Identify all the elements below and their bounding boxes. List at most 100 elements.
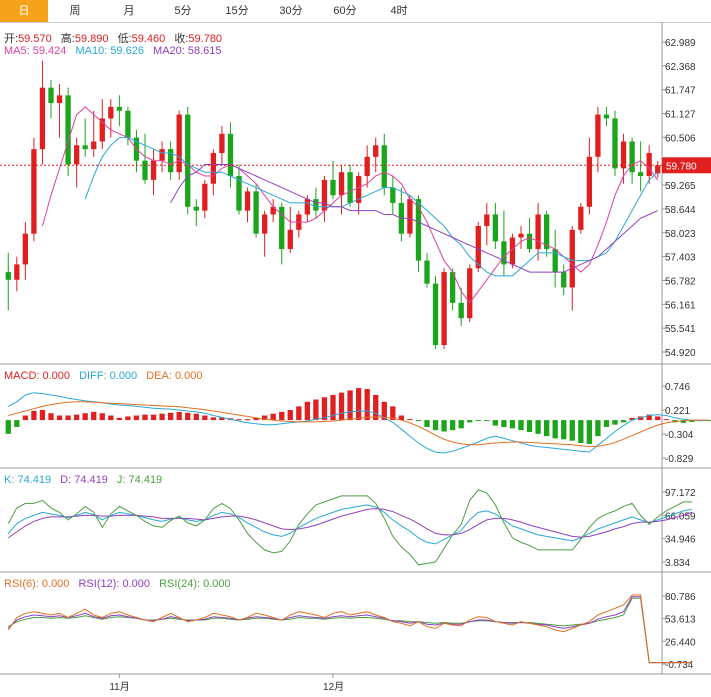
macd-bar	[185, 412, 191, 421]
y-tick-label: 61.747	[665, 86, 696, 97]
candle-body	[261, 214, 268, 234]
x-tick-label: 11月	[109, 681, 129, 693]
y-tick-label: -0.304	[665, 430, 694, 441]
macd-bar	[518, 420, 524, 431]
macd-bar	[236, 419, 242, 421]
candle-body	[176, 114, 182, 173]
candle-body	[390, 187, 396, 203]
tab-4[interactable]: 15分	[225, 5, 249, 17]
candle-body	[22, 233, 29, 265]
tab-5[interactable]: 30分	[279, 5, 303, 17]
candle-body	[543, 214, 550, 250]
k-value: K: 74.419	[4, 474, 52, 486]
macd-bar	[31, 410, 37, 421]
candle-body	[424, 260, 430, 284]
macd-bar	[432, 420, 439, 431]
candle-body	[629, 141, 635, 173]
macd-bar	[219, 417, 225, 421]
candle-body	[484, 214, 490, 226]
candle-body	[304, 199, 311, 215]
macd-bar	[680, 420, 687, 423]
tab-7[interactable]: 4时	[390, 5, 408, 17]
macd-bar	[253, 417, 259, 421]
candle-body	[364, 156, 370, 177]
y-tick-label: 34.946	[665, 535, 696, 546]
candle-body	[612, 118, 618, 169]
candle-body	[578, 206, 584, 230]
macd-bar	[116, 417, 123, 421]
macd-bar	[381, 401, 387, 421]
candle-body	[432, 283, 439, 346]
macd-bar	[552, 420, 558, 439]
candle-body	[458, 302, 464, 319]
candle-body	[492, 214, 499, 242]
tab-0[interactable]: 日	[0, 0, 48, 22]
macd-bar	[321, 397, 328, 421]
candle-body	[279, 206, 285, 250]
candle-body	[646, 152, 652, 177]
close-value: 59.780	[188, 33, 223, 45]
ma5-value: 59.424	[32, 45, 67, 57]
candle-body	[373, 145, 379, 157]
macd-bar	[14, 420, 20, 427]
open-label: 开:	[4, 33, 19, 45]
candle-body	[313, 199, 319, 211]
candle-body	[569, 229, 575, 288]
candle-body	[185, 114, 191, 207]
low-value: 59.460	[131, 33, 166, 45]
macd-bar	[424, 420, 430, 427]
candle-body	[142, 160, 148, 180]
macd-value: MACD: 0.000	[4, 370, 71, 382]
y-tick-label: -0.734	[665, 660, 694, 671]
period-tabs: 日 周 月 5分 15分 30分 60分 4时	[0, 0, 711, 23]
candle-body	[210, 152, 217, 184]
ma10-line	[84, 137, 659, 277]
tab-6[interactable]: 60分	[333, 5, 357, 17]
tab-1[interactable]: 周	[69, 5, 81, 17]
macd-bar	[176, 411, 182, 421]
y-tick-label: 62.989	[665, 38, 696, 49]
kdj-info: K: 74.419 D: 74.419 J: 74.419	[4, 474, 168, 486]
candle-body	[253, 191, 259, 234]
macd-bar	[99, 413, 105, 421]
macd-bar	[364, 389, 370, 421]
candle-body	[381, 145, 387, 188]
candle-body	[108, 106, 114, 119]
candle-body	[441, 272, 447, 346]
candle-body	[467, 268, 473, 319]
tab-3[interactable]: 5分	[174, 5, 192, 17]
macd-bar	[65, 415, 71, 421]
candle-body	[338, 172, 345, 196]
k-line	[7, 504, 692, 545]
ma10-label: MA10:	[75, 45, 111, 57]
y-tick-label: 55.541	[665, 324, 696, 335]
candle-body	[202, 183, 208, 211]
macd-bar	[689, 420, 695, 422]
macd-bar	[355, 388, 362, 421]
macd-bar	[663, 419, 669, 421]
high-label: 高:	[60, 33, 75, 45]
macd-bar	[492, 420, 499, 426]
dea-line	[8, 401, 709, 448]
y-tick-label: 66.059	[665, 511, 696, 522]
ma10-value: 59.626	[110, 45, 144, 57]
macd-bar	[202, 415, 208, 421]
macd-bar	[5, 420, 11, 434]
j-value: J: 74.419	[116, 474, 163, 486]
current-price-box	[662, 157, 711, 174]
macd-bar	[270, 413, 276, 421]
macd-bar	[646, 414, 652, 421]
candle-body	[116, 106, 123, 111]
high-value: 59.890	[74, 33, 109, 45]
macd-bar	[467, 420, 473, 423]
macd-bar	[133, 415, 140, 421]
macd-info: MACD: 0.000 DIFF: 0.000 DEA: 0.000	[4, 370, 209, 382]
macd-bar	[48, 413, 54, 421]
candle-body	[236, 176, 242, 211]
macd-bar	[484, 420, 490, 422]
ohlc-info: 开:59.570 高:59.890 低:59.460 收:59.780	[4, 30, 228, 46]
candle-body	[65, 95, 71, 165]
ma5-label: MA5:	[4, 45, 33, 57]
tab-2[interactable]: 月	[123, 5, 135, 17]
candle-body	[227, 133, 234, 177]
